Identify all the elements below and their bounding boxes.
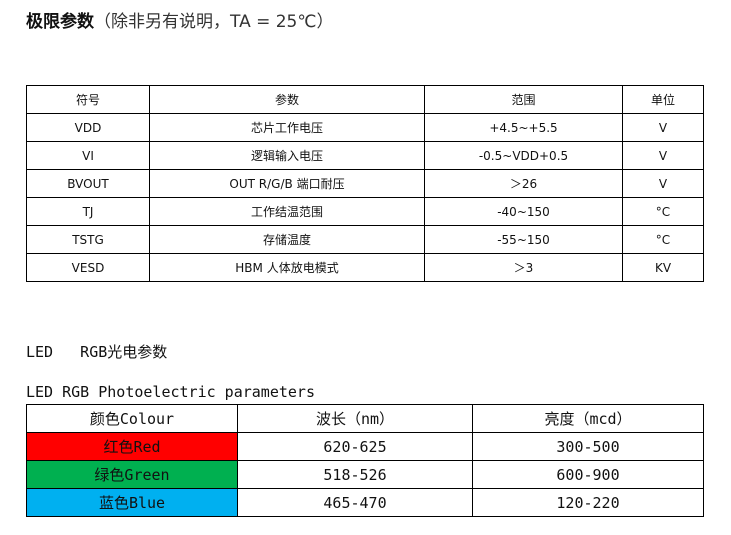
table-cell: °C [622, 197, 704, 226]
page-title: 极限参数（除非另有说明，TA = 25℃） [26, 7, 333, 32]
header-cell: 单位 [622, 85, 704, 114]
wavelength-cell: 465-470 [237, 488, 473, 517]
table-cell: 工作结温范围 [149, 197, 425, 226]
brightness-cell: 600-900 [472, 460, 704, 489]
table-cell: VDD [26, 113, 150, 142]
table-row: 蓝色Blue 465-470 120-220 [26, 488, 704, 517]
table-cell: V [622, 113, 704, 142]
table-cell: OUT R/G/B 端口耐压 [149, 169, 425, 198]
table-row: TJ 工作结温范围 -40~150 °C [26, 197, 704, 226]
table-cell: HBM 人体放电模式 [149, 253, 425, 282]
section-subheading: LED RGB Photoelectric parameters [26, 383, 315, 401]
table-cell: BVOUT [26, 169, 150, 198]
table-cell: TSTG [26, 225, 150, 254]
table-row: 绿色Green 518-526 600-900 [26, 460, 704, 489]
table-cell: +4.5~+5.5 [424, 113, 623, 142]
header-cell: 亮度（mcd） [472, 404, 704, 433]
absolute-max-ratings-table: 符号 参数 范围 单位 VDD 芯片工作电压 +4.5~+5.5 V VI 逻辑输入电压 -… [26, 85, 704, 282]
color-cell: 红色Red [26, 432, 238, 461]
table-header-row: 颜色Colour 波长（nm） 亮度（mcd） [26, 404, 704, 433]
color-cell: 绿色Green [26, 460, 238, 489]
brightness-cell: 120-220 [472, 488, 704, 517]
table-row: BVOUT OUT R/G/B 端口耐压 ＞26 V [26, 169, 704, 198]
header-cell: 参数 [149, 85, 425, 114]
table-row: TSTG 存储温度 -55~150 °C [26, 225, 704, 254]
table-cell: V [622, 141, 704, 170]
table-cell: VESD [26, 253, 150, 282]
table-cell: 存储温度 [149, 225, 425, 254]
table-cell: TJ [26, 197, 150, 226]
table-header-row: 符号 参数 范围 单位 [26, 85, 704, 114]
table-row: 红色Red 620-625 300-500 [26, 432, 704, 461]
title-condition: （除非另有说明，TA = 25℃） [94, 12, 334, 32]
section-heading: LED RGB光电参数 [26, 343, 168, 361]
led-photoelectric-table: 颜色Colour 波长（nm） 亮度（mcd） 红色Red 620-625 300-… [26, 404, 704, 517]
table-cell: ＞3 [424, 253, 623, 282]
header-cell: 范围 [424, 85, 623, 114]
table-cell: °C [622, 225, 704, 254]
table-cell: 逻辑输入电压 [149, 141, 425, 170]
color-cell: 蓝色Blue [26, 488, 238, 517]
wavelength-cell: 518-526 [237, 460, 473, 489]
table-row: VI 逻辑输入电压 -0.5~VDD+0.5 V [26, 141, 704, 170]
title-bold: 极限参数 [26, 12, 94, 32]
wavelength-cell: 620-625 [237, 432, 473, 461]
table-cell: VI [26, 141, 150, 170]
table-row: VESD HBM 人体放电模式 ＞3 KV [26, 253, 704, 282]
table-cell: V [622, 169, 704, 198]
header-cell: 符号 [26, 85, 150, 114]
table-cell: -40~150 [424, 197, 623, 226]
header-cell: 波长（nm） [237, 404, 473, 433]
header-cell: 颜色Colour [26, 404, 238, 433]
table-cell: KV [622, 253, 704, 282]
brightness-cell: 300-500 [472, 432, 704, 461]
table-cell: -55~150 [424, 225, 623, 254]
table-cell: -0.5~VDD+0.5 [424, 141, 623, 170]
table-cell: ＞26 [424, 169, 623, 198]
table-row: VDD 芯片工作电压 +4.5~+5.5 V [26, 113, 704, 142]
table-cell: 芯片工作电压 [149, 113, 425, 142]
